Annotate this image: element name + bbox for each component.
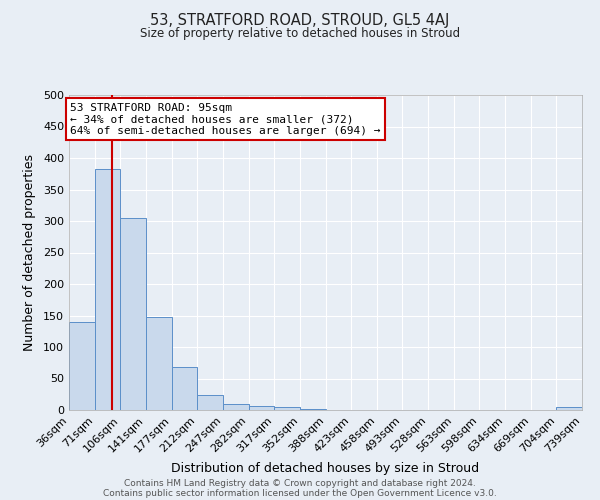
Bar	[95, 168, 120, 410]
Bar	[120, 218, 146, 410]
Bar	[69, 322, 95, 410]
Bar	[146, 318, 172, 410]
Text: Contains HM Land Registry data © Crown copyright and database right 2024.: Contains HM Land Registry data © Crown c…	[124, 478, 476, 488]
Bar	[274, 407, 299, 410]
X-axis label: Distribution of detached houses by size in Stroud: Distribution of detached houses by size …	[172, 462, 479, 475]
Y-axis label: Number of detached properties: Number of detached properties	[23, 154, 36, 351]
Text: Size of property relative to detached houses in Stroud: Size of property relative to detached ho…	[140, 28, 460, 40]
Bar	[172, 366, 197, 410]
Bar	[248, 406, 274, 410]
Bar	[223, 404, 248, 410]
Text: 53 STRATFORD ROAD: 95sqm
← 34% of detached houses are smaller (372)
64% of semi-: 53 STRATFORD ROAD: 95sqm ← 34% of detach…	[70, 102, 381, 136]
Text: 53, STRATFORD ROAD, STROUD, GL5 4AJ: 53, STRATFORD ROAD, STROUD, GL5 4AJ	[151, 12, 449, 28]
Bar	[197, 395, 223, 410]
Text: Contains public sector information licensed under the Open Government Licence v3: Contains public sector information licen…	[103, 488, 497, 498]
Bar	[299, 408, 326, 410]
Bar	[556, 408, 582, 410]
